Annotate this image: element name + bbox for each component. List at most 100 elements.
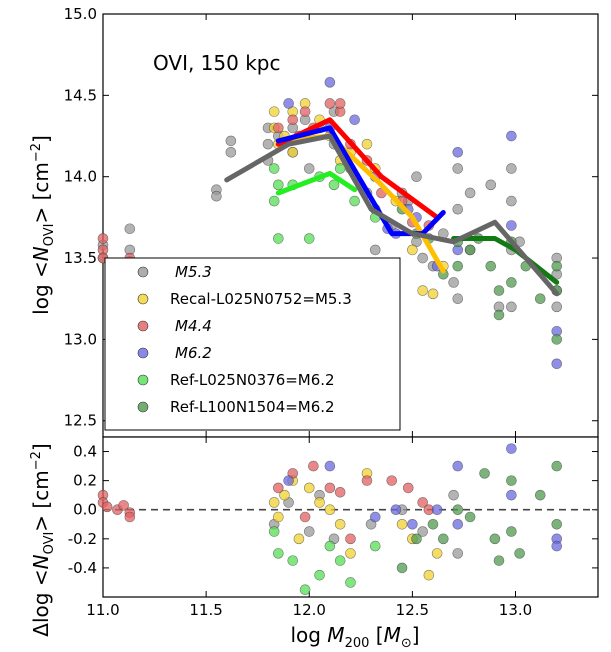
residual-point <box>273 482 284 494</box>
data-point <box>506 195 517 207</box>
data-point <box>506 130 517 142</box>
median-line <box>275 170 358 196</box>
residual-point <box>493 555 505 566</box>
data-point <box>324 77 336 88</box>
median-line <box>224 133 560 297</box>
x-tick-label: 11.0 <box>86 601 119 619</box>
residual-point <box>551 540 563 552</box>
residual-point <box>268 526 280 537</box>
data-point <box>464 187 476 199</box>
data-point <box>551 334 563 345</box>
residual-point <box>506 526 517 537</box>
data-point <box>273 233 284 244</box>
data-point <box>299 106 311 117</box>
data-point <box>551 301 563 313</box>
bottom-ylabel-n: N <box>29 554 53 569</box>
residual-point <box>279 489 290 501</box>
bottom-plot-frame <box>102 436 599 598</box>
xlabel-msun: M <box>384 623 401 647</box>
data-point <box>417 252 428 264</box>
data-point <box>534 293 546 305</box>
residual-point <box>293 533 305 545</box>
bottom-ylabel-sub: OVI <box>42 532 57 555</box>
residual-point <box>431 548 443 559</box>
residual-point <box>390 504 402 516</box>
top-y-tick-label: 13.0 <box>64 330 97 348</box>
legend-marker <box>137 347 149 359</box>
data-point <box>448 277 459 288</box>
residual-point <box>324 460 336 472</box>
residual-point <box>369 511 381 523</box>
data-point <box>225 146 237 158</box>
legend-label: Recal-L025N0752=M5.3 <box>170 290 352 308</box>
legend-label: Ref-L025N0376=M6.2 <box>170 371 335 389</box>
residual-point <box>427 518 439 530</box>
data-point <box>464 244 476 256</box>
data-point <box>283 98 294 109</box>
bottom-y-tick-label: -0.2 <box>68 530 97 548</box>
residual-point <box>506 489 517 501</box>
xlabel-m: M <box>327 623 344 647</box>
top-median-lines <box>224 117 560 297</box>
panel-annotation: OVI, 150 kpc <box>153 51 281 75</box>
data-point <box>225 135 237 147</box>
data-point <box>551 358 563 370</box>
residual-point <box>489 533 501 545</box>
data-point <box>124 223 136 235</box>
top-ylabel-suffix: > [cm <box>29 162 53 223</box>
residual-point <box>452 548 464 559</box>
data-point <box>551 260 563 272</box>
xlabel-sub: 200 <box>345 636 370 651</box>
residual-point <box>101 501 113 513</box>
residual-point <box>314 569 325 581</box>
top-y-tick-label: 14.5 <box>64 86 97 104</box>
data-point <box>273 122 284 134</box>
residual-point <box>124 511 136 523</box>
data-point <box>287 146 299 158</box>
legend-label: M6.2 <box>175 344 212 362</box>
data-point <box>506 277 517 288</box>
residual-point <box>283 475 294 486</box>
xlabel-open: [ <box>369 623 383 647</box>
bottom-y-tick-label: 0.0 <box>73 501 97 519</box>
legend-marker <box>137 320 149 332</box>
residual-point <box>448 489 459 501</box>
data-point <box>427 288 439 300</box>
data-point <box>417 285 428 296</box>
top-ylabel-sub: OVI <box>42 224 57 247</box>
residual-point <box>369 540 381 552</box>
residual-point <box>361 475 373 486</box>
x-tick-label: 12.0 <box>293 601 326 619</box>
residual-point <box>345 533 356 545</box>
data-point <box>303 233 315 244</box>
residual-point <box>506 443 517 454</box>
legend-label: M4.4 <box>175 317 212 335</box>
bottom-y-tick-label: 0.4 <box>73 443 97 461</box>
bottom-y-tick-label: -0.4 <box>68 559 97 577</box>
legend-label: M5.3 <box>175 263 212 281</box>
residual-point <box>464 511 476 523</box>
xlabel-close: ] <box>412 623 420 647</box>
residual-point <box>551 460 563 472</box>
residual-point <box>386 475 398 486</box>
xlabel-prefix: log <box>290 623 327 647</box>
data-point <box>506 163 517 174</box>
data-point <box>303 163 315 174</box>
bottom-y-axis-label: Δlog <NOVI> [cm−2] <box>29 443 57 636</box>
top-y-tick-label: 14.0 <box>64 168 97 186</box>
data-point <box>452 203 464 215</box>
data-point <box>369 244 381 256</box>
data-point <box>211 190 222 202</box>
data-point <box>349 195 360 207</box>
data-point <box>268 163 280 174</box>
residual-point <box>479 468 490 479</box>
top-y-tick-label: 12.5 <box>64 412 97 430</box>
residual-point <box>396 562 408 574</box>
data-point <box>334 163 346 174</box>
xlabel-sun: ⊙ <box>401 636 412 651</box>
residual-point <box>452 460 464 472</box>
legend-label: Ref-L100N1504=M6.2 <box>170 398 335 416</box>
legend-marker <box>137 374 149 386</box>
residual-point <box>334 518 346 530</box>
residual-point <box>417 497 428 508</box>
